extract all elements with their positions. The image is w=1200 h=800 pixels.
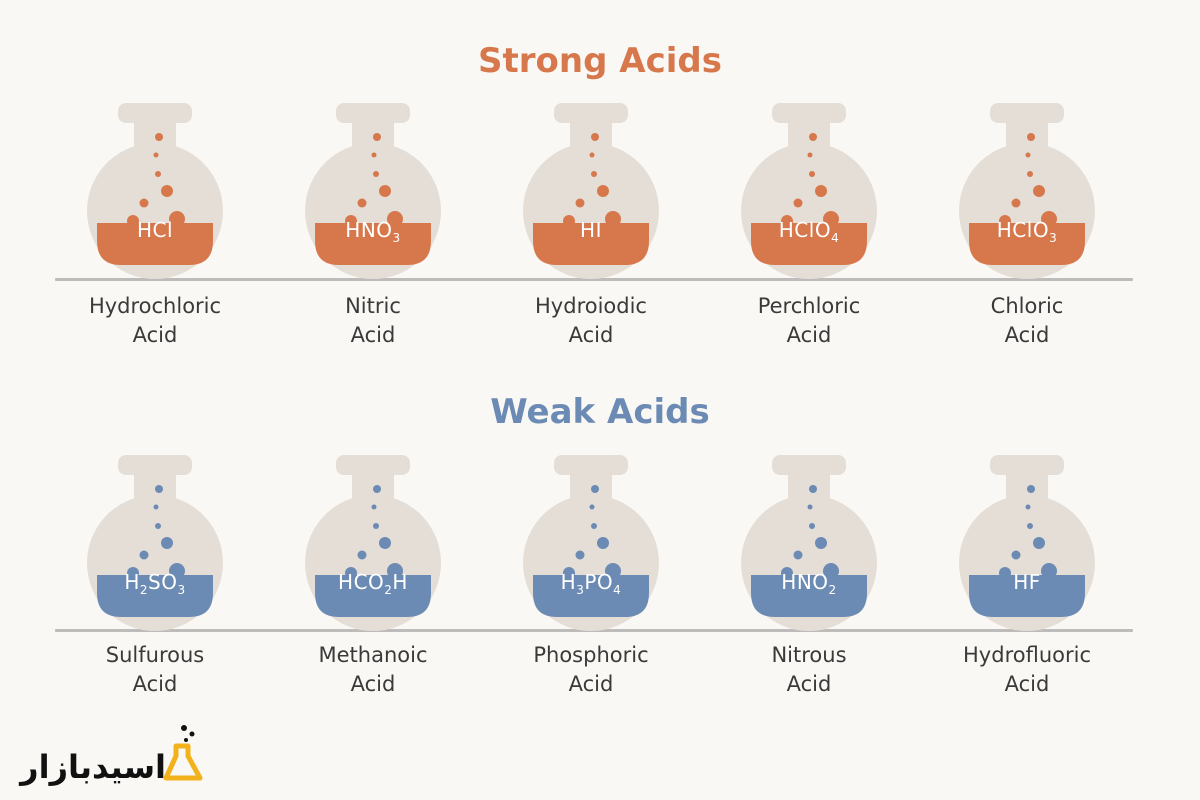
formula-label: HNO3 [345, 218, 401, 245]
flask: HCO2H [303, 455, 443, 635]
strong-shelf [55, 278, 1133, 281]
acid-name: Chloric Acid [990, 294, 1064, 347]
acid-name: Perchloric Acid [757, 294, 861, 347]
flask: HNO3 [303, 103, 443, 283]
flask: HF [957, 455, 1097, 635]
acid-name: Hydroiodic Acid [535, 294, 647, 347]
logo-mark [163, 725, 203, 781]
formula-label: HNO2 [781, 570, 837, 597]
flask: HCl [85, 103, 225, 283]
formula-label: HClO4 [778, 218, 840, 245]
logo: اسیدبازار [16, 718, 206, 788]
flask: H2SO3 [85, 455, 225, 635]
acid-name: Methanoic Acid [318, 643, 428, 696]
flask: HClO4 [739, 103, 879, 283]
formula-label: HClO3 [996, 218, 1058, 245]
formula-label: HCO2H [338, 570, 408, 597]
formula-label: HI [580, 218, 602, 242]
acid-name: Nitrous Acid [771, 643, 847, 696]
strong-acids-title: Strong Acids [478, 41, 722, 81]
formula-label: H3PO4 [560, 570, 622, 597]
acid-name: Sulfurous Acid [105, 643, 205, 696]
acid-name: Hydrofluoric Acid [963, 643, 1091, 696]
acid-name: Hydrochloric Acid [88, 294, 222, 347]
formula-label: HF [1013, 570, 1041, 594]
formula-label: HCl [136, 218, 174, 242]
flask: HNO2 [739, 455, 879, 635]
flask: HI [521, 103, 661, 283]
formula-label: H2SO3 [124, 570, 186, 597]
weak-acids-title: Weak Acids [490, 392, 710, 432]
acid-name: Phosphoric Acid [533, 643, 649, 696]
acid-name: Nitric Acid [345, 294, 401, 347]
logo-text: اسیدبازار [20, 748, 166, 786]
flask: HClO3 [957, 103, 1097, 283]
flask: H3PO4 [521, 455, 661, 635]
